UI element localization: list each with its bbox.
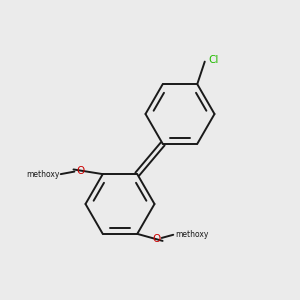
Text: O: O: [153, 234, 161, 244]
Text: methoxy: methoxy: [175, 230, 208, 239]
Text: O: O: [76, 166, 84, 176]
Text: Cl: Cl: [208, 55, 219, 65]
Text: methoxy: methoxy: [26, 169, 59, 178]
